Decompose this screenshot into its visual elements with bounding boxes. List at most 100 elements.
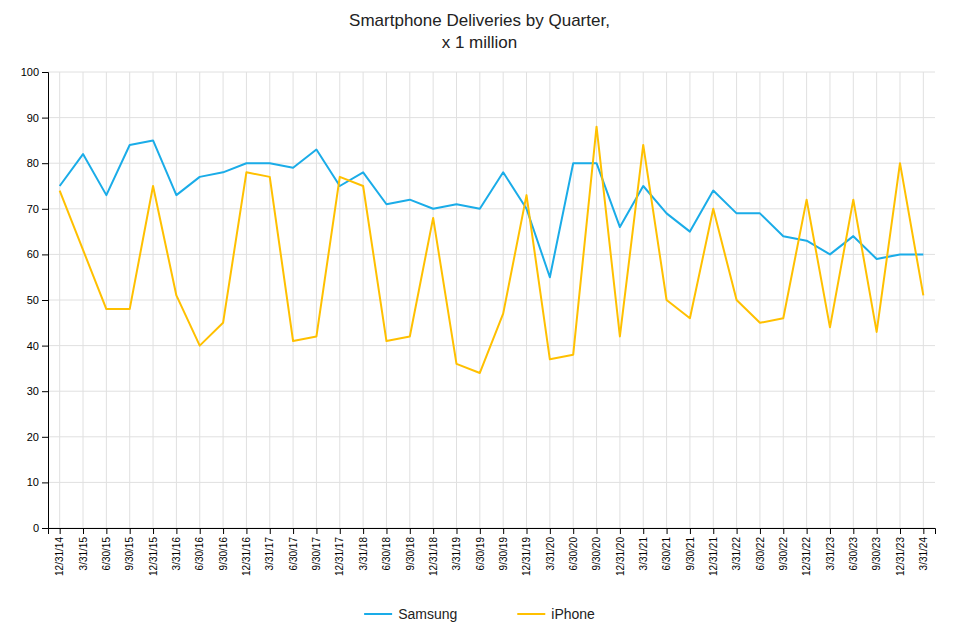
x-tick-mark	[573, 528, 574, 534]
x-tick-mark	[597, 528, 598, 534]
x-tick-mark	[60, 528, 61, 534]
y-axis: 0102030405060708090100	[21, 66, 49, 534]
x-tick-mark	[667, 528, 668, 534]
x-tick: 3/31/24	[918, 528, 929, 570]
x-tick: 9/30/18	[405, 528, 416, 570]
x-tick-mark	[550, 528, 551, 534]
x-tick: 9/30/19	[498, 528, 509, 570]
x-tick-label: 6/30/16	[194, 537, 205, 571]
grid-line-x	[503, 72, 504, 528]
x-tick-label: 6/30/19	[475, 537, 486, 571]
x-tick-label: 12/31/15	[148, 537, 159, 576]
x-tick-mark	[363, 528, 364, 534]
y-tick-label: 10	[27, 476, 39, 488]
grid-line-x	[59, 72, 60, 528]
grid-line-y	[48, 163, 935, 164]
x-tick-mark	[923, 528, 924, 534]
x-tick-mark	[737, 528, 738, 534]
grid-line-x	[923, 72, 924, 528]
y-tick-mark	[42, 528, 48, 529]
x-tick-mark	[176, 528, 177, 534]
grid-line-x	[199, 72, 200, 528]
x-tick: 12/31/21	[708, 528, 719, 576]
y-tick: 50	[27, 294, 48, 306]
x-tick-mark	[386, 528, 387, 534]
x-tick-label: 9/30/19	[498, 537, 509, 571]
x-tick: 6/30/23	[848, 528, 859, 570]
x-tick: 12/31/15	[148, 528, 159, 576]
x-tick-mark	[83, 528, 84, 534]
x-tick-mark	[713, 528, 714, 534]
x-tick: 12/31/23	[895, 528, 906, 576]
y-tick-mark	[42, 346, 48, 347]
grid-line-x	[899, 72, 900, 528]
x-tick-label: 9/30/20	[591, 537, 602, 571]
x-tick-label: 6/30/17	[288, 537, 299, 571]
x-tick-label: 6/30/21	[661, 537, 672, 571]
x-tick-label: 9/30/17	[311, 537, 322, 571]
grid-line-x	[223, 72, 224, 528]
grid-line-x	[479, 72, 480, 528]
x-tick-label: 12/31/21	[708, 537, 719, 576]
y-tick-label: 60	[27, 248, 39, 260]
grid-line-x	[643, 72, 644, 528]
title: Smartphone Deliveries by Quarter,	[349, 11, 610, 30]
x-tick: 9/30/16	[218, 528, 229, 570]
x-tick: 9/30/23	[871, 528, 882, 570]
x-tick: 3/31/20	[545, 528, 556, 570]
grid-line-x	[339, 72, 340, 528]
x-tick-mark	[643, 528, 644, 534]
x-tick-mark	[340, 528, 341, 534]
x-tick-label: 3/31/24	[918, 537, 929, 571]
grid	[48, 72, 935, 528]
x-tick: 9/30/22	[778, 528, 789, 570]
grid-line-x	[409, 72, 410, 528]
x-tick-label: 3/31/19	[451, 537, 462, 571]
x-tick-label: 12/31/19	[521, 537, 532, 576]
grid-line-y	[48, 72, 935, 73]
y-tick-mark	[42, 72, 48, 73]
legend-swatch	[517, 613, 545, 615]
x-tick-mark	[877, 528, 878, 534]
x-tick-mark	[620, 528, 621, 534]
x-tick: 6/30/21	[661, 528, 672, 570]
x-tick-mark	[293, 528, 294, 534]
x-tick-mark	[153, 528, 154, 534]
x-tick: 12/31/16	[241, 528, 252, 576]
x-tick: 6/30/19	[475, 528, 486, 570]
y-tick-label: 100	[21, 66, 39, 78]
y-tick-label: 0	[33, 522, 39, 534]
y-tick: 70	[27, 203, 48, 215]
legend-label: Samsung	[398, 606, 457, 622]
plot: 010203040506070809010012/31/143/31/156/3…	[21, 66, 936, 576]
x-tick: 3/31/22	[731, 528, 742, 570]
x-tick: 6/30/16	[194, 528, 205, 570]
title-group: Smartphone Deliveries by Quarter,x 1 mil…	[349, 11, 610, 52]
grid-line-x	[689, 72, 690, 528]
x-tick-label: 12/31/20	[615, 537, 626, 576]
x-tick-label: 12/31/14	[54, 537, 65, 576]
x-tick: 12/31/17	[334, 528, 345, 576]
grid-line-x	[573, 72, 574, 528]
grid-line-x	[316, 72, 317, 528]
x-tick-mark	[130, 528, 131, 534]
x-tick-label: 12/31/23	[895, 537, 906, 576]
grid-line-y	[48, 300, 935, 301]
y-tick-mark	[42, 254, 48, 255]
x-tick: 12/31/22	[801, 528, 812, 576]
legend-item: Samsung	[364, 606, 457, 622]
x-tick: 3/31/18	[358, 528, 369, 570]
y-tick: 60	[27, 248, 48, 260]
chart: Smartphone Deliveries by Quarter,x 1 mil…	[0, 0, 959, 638]
x-tick-label: 3/31/21	[638, 537, 649, 571]
x-tick-mark	[690, 528, 691, 534]
x-tick-label: 9/30/18	[405, 537, 416, 571]
grid-line-x	[106, 72, 107, 528]
y-tick: 90	[27, 112, 48, 124]
y-tick: 10	[27, 476, 48, 488]
x-tick-mark	[503, 528, 504, 534]
x-tick: 6/30/15	[101, 528, 112, 570]
x-tick-mark	[223, 528, 224, 534]
grid-line-x	[293, 72, 294, 528]
x-tick: 12/31/20	[615, 528, 626, 576]
